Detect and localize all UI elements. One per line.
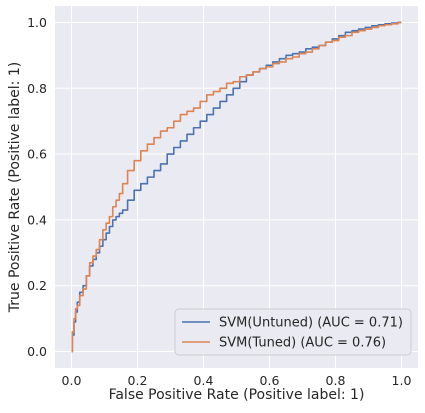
plot-area — [55, 6, 418, 368]
series-line-untuned — [71, 21, 402, 353]
x-tick-label: 0.2 — [128, 373, 148, 388]
legend-label-untuned: SVM(Untuned) (AUC = 0.71) — [219, 316, 403, 331]
x-tick-label: 0.8 — [326, 373, 346, 388]
y-tick-label: 1.0 — [27, 15, 47, 30]
legend-label-tuned: SVM(Tuned) (AUC = 0.76) — [219, 336, 386, 351]
y-tick-label: 0.0 — [27, 344, 47, 359]
x-tick-label: 0.0 — [62, 373, 82, 388]
legend-box — [174, 308, 412, 356]
y-tick-label: 0.4 — [27, 212, 47, 227]
y-tick-label: 0.6 — [27, 147, 47, 162]
y-axis-label: True Positive Rate (Positive label: 1) — [7, 62, 23, 313]
x-tick-label: 1.0 — [392, 373, 412, 388]
x-tick-label: 0.6 — [260, 373, 280, 388]
x-ticks: 0.0 0.2 0.4 0.6 0.8 1.0 — [62, 373, 412, 388]
series-lines — [71, 21, 402, 353]
x-tick-label: 0.4 — [194, 373, 214, 388]
y-ticks: 0.0 0.2 0.4 0.6 0.8 1.0 — [27, 15, 47, 359]
series-line-tuned — [71, 21, 402, 353]
y-tick-label: 0.8 — [27, 81, 47, 96]
legend: SVM(Untuned) (AUC = 0.71) SVM(Tuned) (AU… — [174, 308, 412, 356]
y-tick-label: 0.2 — [27, 278, 47, 293]
x-axis-label: False Positive Rate (Positive label: 1) — [109, 387, 365, 403]
